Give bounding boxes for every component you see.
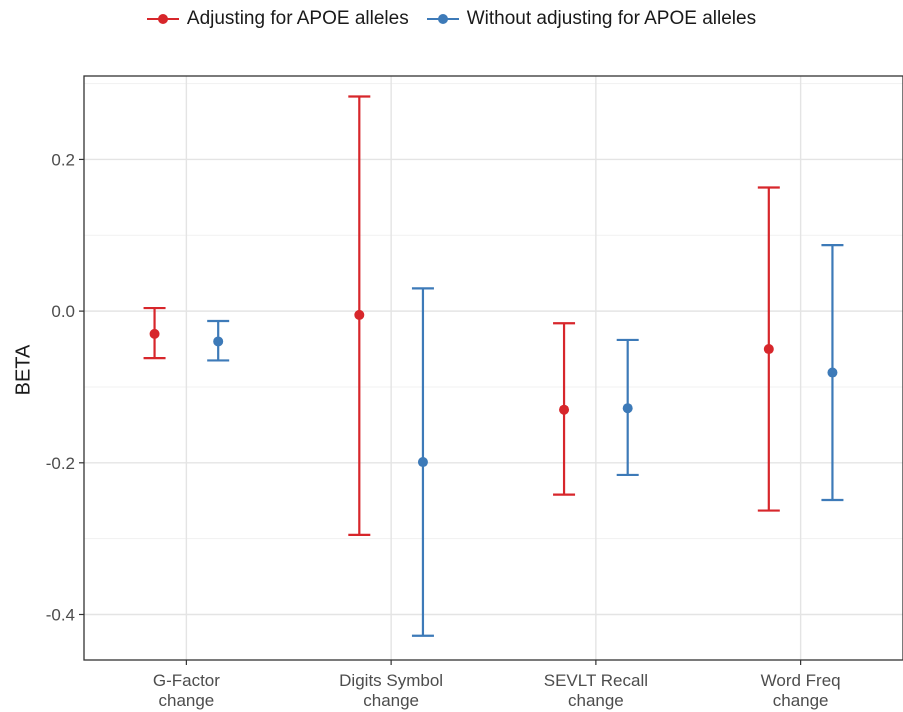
y-tick-label: -0.4 (46, 605, 75, 624)
y-tick-label: 0.2 (51, 150, 75, 169)
point-estimate (417, 457, 428, 468)
chart-legend: Adjusting for APOE alleles Without adjus… (0, 8, 903, 30)
legend-label-without: Without adjusting for APOE alleles (466, 8, 757, 29)
x-tick-label: Digits Symbol (339, 671, 443, 690)
point-estimate (149, 328, 160, 339)
point-estimate (213, 336, 224, 347)
legend-label-adjusting: Adjusting for APOE alleles (186, 8, 409, 29)
plot-border (83, 75, 903, 661)
point-estimate (354, 309, 365, 320)
x-tick-label: change (363, 691, 419, 710)
x-tick-label: SEVLT Recall (544, 671, 648, 690)
y-tick-label: -0.2 (46, 454, 75, 473)
series-without (207, 244, 844, 637)
point-estimate (622, 403, 633, 414)
x-tick-label: Word Freq (761, 671, 841, 690)
x-tick-label: G-Factor (153, 671, 220, 690)
legend-item-without: Without adjusting for APOE alleles (426, 8, 757, 30)
point-estimate (763, 344, 774, 355)
plot-panel (84, 76, 903, 660)
y-tick-label: 0.0 (51, 302, 75, 321)
point-estimate (827, 367, 838, 378)
x-tick-label: change (773, 691, 829, 710)
legend-key-red (146, 12, 179, 26)
series-adjusting (143, 95, 780, 536)
point-estimate (559, 404, 570, 415)
x-tick-label: change (158, 691, 214, 710)
legend-item-adjusting: Adjusting for APOE alleles (146, 8, 409, 30)
x-tick-label: change (568, 691, 624, 710)
legend-key-blue (426, 12, 459, 26)
